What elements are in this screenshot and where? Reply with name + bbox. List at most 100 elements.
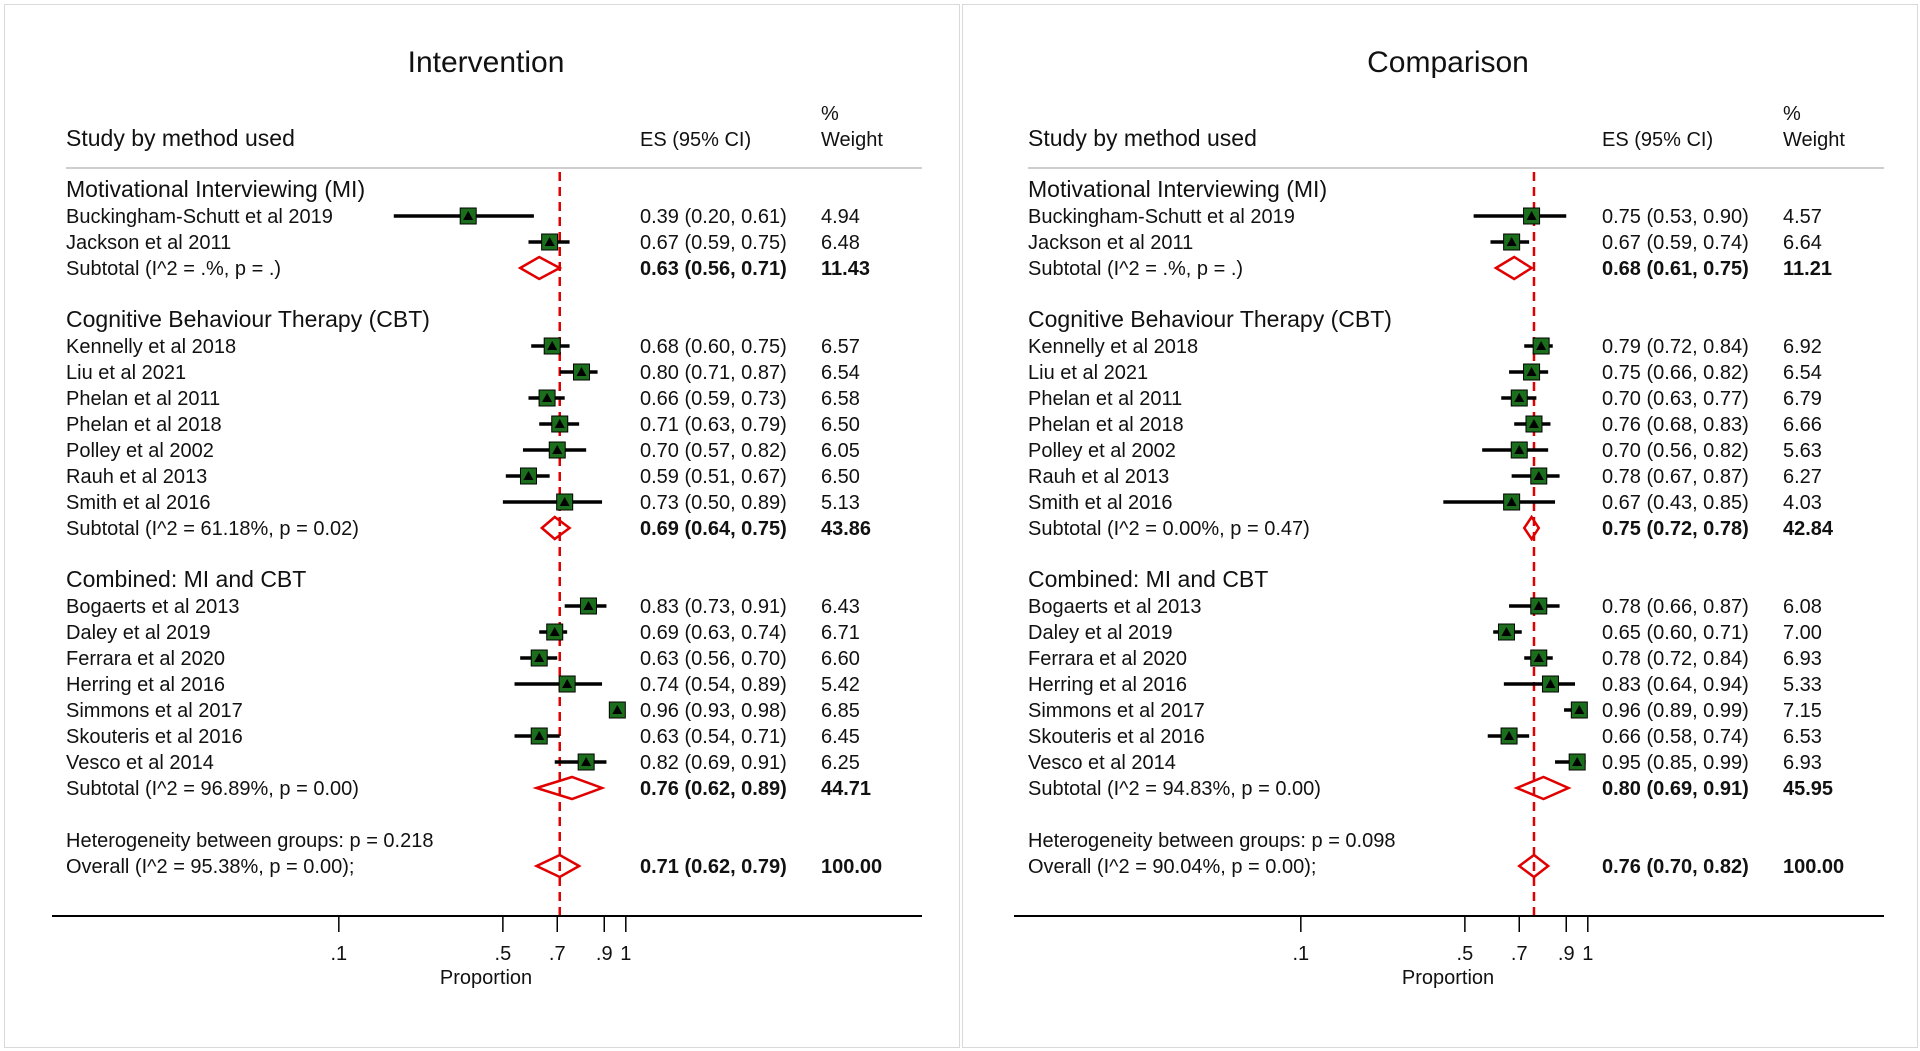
intervention-panel-border [4, 4, 960, 1048]
panel-1-group-1-subtotal-diamond [1522, 514, 1541, 542]
panel-0-group-1-subtotal-weight: 43.86 [821, 518, 871, 540]
panel-1-group-2-study-6-label: Vesco et al 2014 [1028, 752, 1176, 774]
panel-1-group-2-study-2-es: 0.78 (0.72, 0.84) [1602, 648, 1749, 670]
panel-0-group-2-study-1-weight: 6.71 [821, 622, 860, 644]
panel-0-xtick-label-4: 1 [620, 943, 631, 965]
panel-1-group-0-study-0-es: 0.75 (0.53, 0.90) [1602, 206, 1749, 228]
panel-1-group-0-study-0-weight: 4.57 [1783, 206, 1822, 228]
panel-0-group-2-study-0-es: 0.83 (0.73, 0.91) [640, 596, 787, 618]
panel-1-group-2-study-6-point-marker [1572, 757, 1583, 766]
panel-1-group-1-study-2-point-marker [1514, 393, 1525, 402]
panel-1-group-1-study-5-weight: 6.27 [1783, 466, 1822, 488]
panel-0-xtick-label-3: .9 [596, 943, 613, 965]
panel-0-group-2-study-6-es: 0.82 (0.69, 0.91) [640, 752, 787, 774]
panel-1-xtick-label-4: 1 [1582, 943, 1593, 965]
panel-1-group-1-study-1-es: 0.75 (0.66, 0.82) [1602, 362, 1749, 384]
panel-1-overall-label: Overall (I^2 = 90.04%, p = 0.00); [1028, 856, 1316, 878]
panel-0-group-0-study-0-weight: 4.94 [821, 206, 860, 228]
panel-0-group-2-study-4-weight: 6.85 [821, 700, 860, 722]
panel-1-group-1-study-2-es: 0.70 (0.63, 0.77) [1602, 388, 1749, 410]
panel-0-group-1-study-5-label: Rauh et al 2013 [66, 466, 207, 488]
panel-0-group-1-study-3-point-marker [554, 419, 565, 428]
panel-1-group-1-study-0-es: 0.79 (0.72, 0.84) [1602, 336, 1749, 358]
panel-0-group-2-study-0-point-marker [583, 601, 594, 610]
panel-1-overall-es: 0.76 (0.70, 0.82) [1602, 856, 1749, 878]
panel-1-group-2-study-0-point-marker [1533, 601, 1544, 610]
panel-0-group-2-study-2-es: 0.63 (0.56, 0.70) [640, 648, 787, 670]
panel-0-group-0-study-0-point-marker [463, 211, 474, 220]
panel-1-overall-diamond [1517, 853, 1551, 879]
panel-1-group-1-study-5-es: 0.78 (0.67, 0.87) [1602, 466, 1749, 488]
comparison-panel-border [962, 4, 1918, 1048]
panel-0-group-1-study-2-weight: 6.58 [821, 388, 860, 410]
panel-0-group-0-study-0-es: 0.39 (0.20, 0.61) [640, 206, 787, 228]
panel-0-xtick-label-1: .5 [495, 943, 512, 965]
panel-1-group-2-study-5-weight: 6.53 [1783, 726, 1822, 748]
panel-1-group-1-subtotal-weight: 42.84 [1783, 518, 1834, 540]
panel-0-xtick-label-2: .7 [549, 943, 566, 965]
panel-0-group-0-subtotal-es: 0.63 (0.56, 0.71) [640, 258, 787, 280]
panel-1-group-0-subtotal-label: Subtotal (I^2 = .%, p = .) [1028, 258, 1243, 280]
panel-0-xtick-label-0: .1 [330, 943, 347, 965]
panel-0-group-2-study-0-weight: 6.43 [821, 596, 860, 618]
panel-1-group-2-study-4-label: Simmons et al 2017 [1028, 700, 1205, 722]
panel-1-xtick-label-0: .1 [1292, 943, 1309, 965]
panel-0-group-2-study-2-label: Ferrara et al 2020 [66, 648, 225, 670]
panel-0-group-2-study-4-point-marker [612, 705, 623, 714]
panel-0-group-1-study-1-point-marker [576, 367, 587, 376]
panel-0-group-2-study-5-label: Skouteris et al 2016 [66, 726, 243, 748]
panel-0-group-0-study-1-weight: 6.48 [821, 232, 860, 254]
panel-1-xtick-label-2: .7 [1511, 943, 1528, 965]
panel-0-group-2-study-6-point-marker [581, 757, 592, 766]
panel-0-group-2-subtotal-diamond [532, 775, 606, 801]
panel-0-group-2-subtotal-label: Subtotal (I^2 = 96.89%, p = 0.00) [66, 778, 359, 800]
panel-0-title: Intervention [408, 46, 565, 79]
panel-1-group-1-study-6-es: 0.67 (0.43, 0.85) [1602, 492, 1749, 514]
panel-1-group-1-study-6-point-marker [1506, 497, 1517, 506]
panel-0-group-1-study-2-point-marker [542, 393, 553, 402]
panel-1-group-0-study-1-label: Jackson et al 2011 [1028, 232, 1193, 254]
panel-0-group-0-study-1-point-marker [544, 237, 555, 246]
panel-0-group-1-study-0-weight: 6.57 [821, 336, 860, 358]
panel-1-group-1-study-2-label: Phelan et al 2011 [1028, 388, 1182, 410]
panel-0-overall-weight: 100.00 [821, 856, 882, 878]
panel-0-group-1-study-4-es: 0.70 (0.57, 0.82) [640, 440, 787, 462]
panel-0-group-2-subtotal-es: 0.76 (0.62, 0.89) [640, 778, 787, 800]
panel-0-group-1-study-3-label: Phelan et al 2018 [66, 414, 222, 436]
panel-0-xlabel: Proportion [440, 967, 532, 989]
panel-1-group-0-study-0-label: Buckingham-Schutt et al 2019 [1028, 206, 1295, 228]
panel-0-group-2-study-5-es: 0.63 (0.54, 0.71) [640, 726, 787, 748]
panel-1-group-2-study-5-es: 0.66 (0.58, 0.74) [1602, 726, 1749, 748]
panel-0-group-2-study-2-point-marker [534, 653, 545, 662]
panel-0-group-1-study-5-es: 0.59 (0.51, 0.67) [640, 466, 787, 488]
panel-1-xlabel: Proportion [1402, 967, 1494, 989]
panel-0-group-2-heading: Combined: MI and CBT [66, 566, 306, 592]
panel-0-group-2-study-1-point-marker [549, 627, 560, 636]
panel-1-group-2-study-3-point-marker [1545, 679, 1556, 688]
panel-0-group-2-study-3-label: Herring et al 2016 [66, 674, 225, 696]
panel-1-group-2-study-3-label: Herring et al 2016 [1028, 674, 1187, 696]
panel-0-group-1-study-6-point-marker [559, 497, 570, 506]
panel-1-xtick-label-3: .9 [1558, 943, 1575, 965]
panel-0-group-2-study-5-point-marker [534, 731, 545, 740]
panel-1-header-weight: Weight [1783, 129, 1845, 151]
panel-1-group-2-study-4-point-marker [1574, 705, 1585, 714]
panel-1-group-2-heading: Combined: MI and CBT [1028, 566, 1268, 592]
panel-1-group-0-study-1-weight: 6.64 [1783, 232, 1822, 254]
panel-0-overall-es: 0.71 (0.62, 0.79) [640, 856, 787, 878]
panel-1-heterogeneity: Heterogeneity between groups: p = 0.098 [1028, 830, 1395, 852]
panel-0-group-1-heading: Cognitive Behaviour Therapy (CBT) [66, 306, 430, 332]
panel-0-group-2-study-3-weight: 5.42 [821, 674, 860, 696]
panel-1-group-1-study-5-label: Rauh et al 2013 [1028, 466, 1169, 488]
panel-0-group-1-study-6-weight: 5.13 [821, 492, 860, 514]
panel-0-group-1-study-3-es: 0.71 (0.63, 0.79) [640, 414, 787, 436]
panel-1-group-2-study-1-point-marker [1501, 627, 1512, 636]
panel-1-group-1-subtotal-label: Subtotal (I^2 = 0.00%, p = 0.47) [1028, 518, 1310, 540]
panel-1-group-2-study-6-es: 0.95 (0.85, 0.99) [1602, 752, 1749, 774]
panel-0-group-0-study-0-label: Buckingham-Schutt et al 2019 [66, 206, 333, 228]
panel-1-xtick-label-1: .5 [1457, 943, 1474, 965]
panel-0-group-2-study-6-label: Vesco et al 2014 [66, 752, 214, 774]
panel-1-group-0-study-0-point-marker [1526, 211, 1537, 220]
panel-0-group-0-study-1-es: 0.67 (0.59, 0.75) [640, 232, 787, 254]
